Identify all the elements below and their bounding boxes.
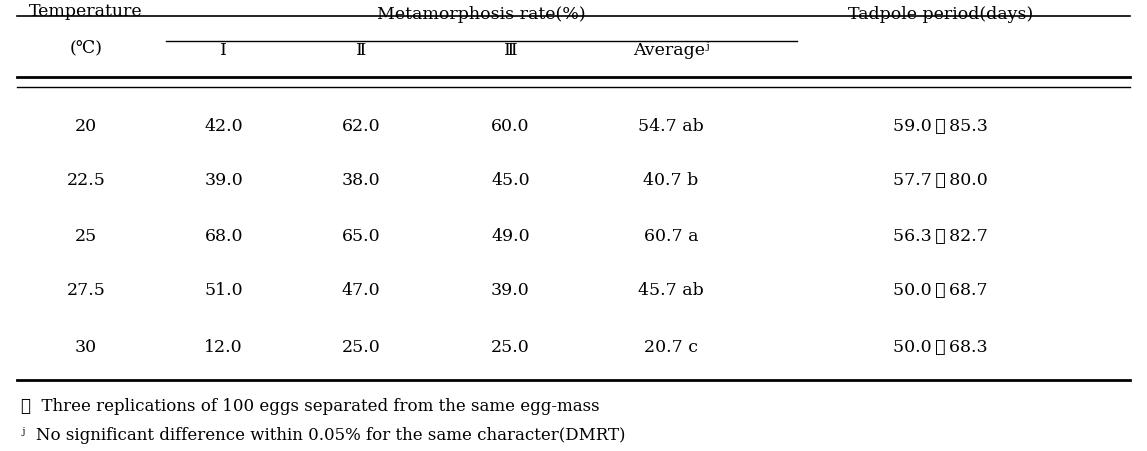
Text: 59.0 ～ 85.3: 59.0 ～ 85.3 (894, 118, 988, 135)
Text: (℃): (℃) (70, 39, 102, 56)
Text: 12.0: 12.0 (204, 339, 243, 356)
Text: 60.0: 60.0 (491, 118, 530, 135)
Text: 50.0 ～ 68.7: 50.0 ～ 68.7 (894, 282, 988, 299)
Text: 30: 30 (75, 339, 97, 356)
Text: Ⅱ: Ⅱ (356, 41, 367, 59)
Text: 68.0: 68.0 (204, 228, 243, 245)
Text: 47.0: 47.0 (342, 282, 381, 299)
Text: 51.0: 51.0 (204, 282, 243, 299)
Text: 65.0: 65.0 (342, 228, 381, 245)
Text: I: I (220, 41, 227, 59)
Text: Metamorphosis rate(%): Metamorphosis rate(%) (377, 5, 586, 23)
Text: 25.0: 25.0 (491, 339, 530, 356)
Text: Tadpole period(days): Tadpole period(days) (848, 5, 1033, 23)
Text: 42.0: 42.0 (204, 118, 243, 135)
Text: 40.7 b: 40.7 b (643, 172, 699, 189)
Text: Ⅲ: Ⅲ (504, 41, 517, 59)
Text: 56.3 ～ 82.7: 56.3 ～ 82.7 (894, 228, 988, 245)
Text: 49.0: 49.0 (491, 228, 530, 245)
Text: 20: 20 (75, 118, 97, 135)
Text: 27.5: 27.5 (67, 282, 106, 299)
Text: 57.7 ～ 80.0: 57.7 ～ 80.0 (894, 172, 988, 189)
Text: 38.0: 38.0 (342, 172, 381, 189)
Text: 60.7 a: 60.7 a (643, 228, 699, 245)
Text: 39.0: 39.0 (204, 172, 243, 189)
Text: ※  Three replications of 100 eggs separated from the same egg-mass: ※ Three replications of 100 eggs separat… (21, 398, 599, 415)
Text: 39.0: 39.0 (491, 282, 530, 299)
Text: 62.0: 62.0 (342, 118, 381, 135)
Text: 20.7 c: 20.7 c (643, 339, 699, 356)
Text: 45.0: 45.0 (491, 172, 530, 189)
Text: 25.0: 25.0 (342, 339, 381, 356)
Text: Temperature: Temperature (29, 3, 143, 20)
Text: 54.7 ab: 54.7 ab (638, 118, 704, 135)
Text: 50.0 ～ 68.3: 50.0 ～ 68.3 (894, 339, 988, 356)
Text: 25: 25 (75, 228, 97, 245)
Text: Averageʲ: Averageʲ (633, 41, 709, 59)
Text: 22.5: 22.5 (67, 172, 106, 189)
Text: 45.7 ab: 45.7 ab (638, 282, 704, 299)
Text: ʲ  No significant difference within 0.05% for the same character(DMRT): ʲ No significant difference within 0.05%… (21, 427, 625, 444)
